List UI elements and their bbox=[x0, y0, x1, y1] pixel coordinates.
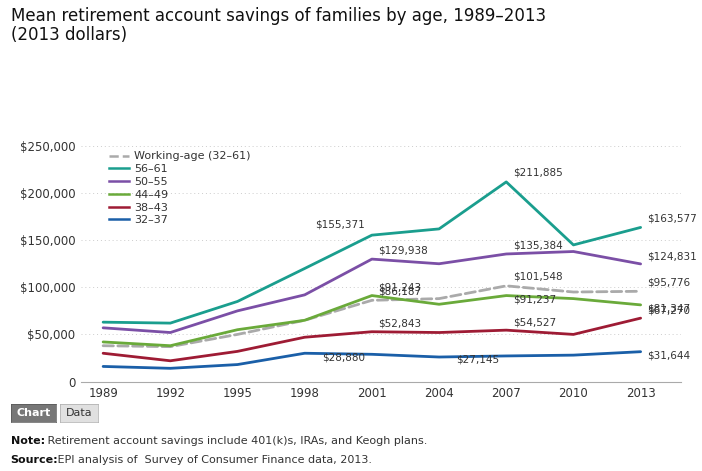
Text: $27,145: $27,145 bbox=[456, 354, 500, 365]
Text: $211,885: $211,885 bbox=[513, 167, 563, 177]
Text: Retirement account savings include 401(k)s, IRAs, and Keogh plans.: Retirement account savings include 401(k… bbox=[44, 436, 428, 446]
Working-age (32–61) bbox=[300, 317, 309, 323]
56–61 bbox=[300, 266, 309, 271]
38–43 bbox=[435, 330, 443, 335]
44–49 bbox=[435, 301, 443, 307]
56–61 bbox=[435, 226, 443, 232]
Text: EPI analysis of  Survey of Consumer Finance data, 2013.: EPI analysis of Survey of Consumer Finan… bbox=[54, 455, 372, 465]
Text: Source:: Source: bbox=[11, 455, 58, 465]
32–37 bbox=[300, 350, 309, 356]
56–61 bbox=[233, 299, 241, 304]
44–49 bbox=[99, 339, 107, 345]
50–55 bbox=[300, 292, 309, 298]
Text: $101,548: $101,548 bbox=[513, 272, 562, 282]
Text: $135,384: $135,384 bbox=[513, 240, 563, 250]
32–37 bbox=[368, 351, 376, 357]
32–37 bbox=[233, 362, 241, 367]
Text: $54,527: $54,527 bbox=[513, 317, 556, 327]
Text: Note:: Note: bbox=[11, 436, 45, 446]
38–43 bbox=[300, 334, 309, 340]
50–55 bbox=[502, 251, 510, 257]
50–55 bbox=[435, 261, 443, 267]
Text: $86,187: $86,187 bbox=[378, 286, 422, 296]
Line: 32–37: 32–37 bbox=[103, 352, 641, 368]
Text: $67,270: $67,270 bbox=[647, 305, 690, 315]
44–49 bbox=[166, 343, 175, 349]
50–55 bbox=[368, 256, 376, 262]
38–43 bbox=[166, 358, 175, 364]
Text: $31,644: $31,644 bbox=[647, 350, 691, 360]
Legend: Working-age (32–61), 56–61, 50–55, 44–49, 38–43, 32–37: Working-age (32–61), 56–61, 50–55, 44–49… bbox=[105, 147, 256, 230]
32–37 bbox=[569, 352, 578, 358]
44–49 bbox=[300, 317, 309, 323]
Working-age (32–61) bbox=[99, 343, 107, 349]
Working-age (32–61) bbox=[569, 289, 578, 295]
32–37 bbox=[637, 349, 645, 355]
38–43 bbox=[502, 327, 510, 333]
38–43 bbox=[569, 332, 578, 337]
32–37 bbox=[435, 354, 443, 360]
50–55 bbox=[233, 308, 241, 314]
Working-age (32–61) bbox=[435, 296, 443, 301]
44–49 bbox=[569, 296, 578, 301]
56–61 bbox=[368, 232, 376, 238]
Text: (2013 dollars): (2013 dollars) bbox=[11, 26, 126, 44]
Text: $81,347: $81,347 bbox=[647, 304, 691, 314]
Working-age (32–61) bbox=[233, 332, 241, 337]
32–37 bbox=[502, 353, 510, 359]
38–43 bbox=[637, 315, 645, 321]
Working-age (32–61) bbox=[502, 283, 510, 289]
44–49 bbox=[502, 293, 510, 299]
Text: $124,831: $124,831 bbox=[647, 251, 697, 261]
Line: 56–61: 56–61 bbox=[103, 182, 641, 323]
56–61 bbox=[99, 319, 107, 325]
Working-age (32–61) bbox=[368, 298, 376, 303]
50–55 bbox=[166, 330, 175, 335]
44–49 bbox=[233, 327, 241, 333]
38–43 bbox=[368, 329, 376, 334]
Text: $155,371: $155,371 bbox=[315, 219, 365, 229]
Text: $95,776: $95,776 bbox=[647, 277, 691, 287]
32–37 bbox=[99, 364, 107, 369]
50–55 bbox=[99, 325, 107, 331]
50–55 bbox=[569, 249, 578, 254]
Text: Data: Data bbox=[66, 407, 92, 418]
56–61 bbox=[502, 179, 510, 185]
56–61 bbox=[166, 320, 175, 326]
38–43 bbox=[233, 349, 241, 354]
Text: $91,243: $91,243 bbox=[378, 282, 422, 292]
Text: Mean retirement account savings of families by age, 1989–2013: Mean retirement account savings of famil… bbox=[11, 7, 545, 25]
Working-age (32–61) bbox=[166, 344, 175, 349]
Line: 50–55: 50–55 bbox=[103, 252, 641, 333]
44–49 bbox=[637, 302, 645, 308]
Line: Working-age (32–61): Working-age (32–61) bbox=[103, 286, 641, 347]
44–49 bbox=[368, 293, 376, 299]
56–61 bbox=[637, 225, 645, 230]
Working-age (32–61) bbox=[637, 288, 645, 294]
Line: 38–43: 38–43 bbox=[103, 318, 641, 361]
Text: $163,577: $163,577 bbox=[647, 214, 697, 224]
56–61 bbox=[569, 242, 578, 248]
Text: $129,938: $129,938 bbox=[378, 245, 428, 255]
38–43 bbox=[99, 350, 107, 356]
Text: $28,880: $28,880 bbox=[322, 353, 365, 363]
Text: Chart: Chart bbox=[16, 407, 51, 418]
50–55 bbox=[637, 261, 645, 267]
32–37 bbox=[166, 365, 175, 371]
Text: $52,843: $52,843 bbox=[378, 319, 422, 329]
Text: $91,237: $91,237 bbox=[513, 294, 556, 304]
Line: 44–49: 44–49 bbox=[103, 296, 641, 346]
